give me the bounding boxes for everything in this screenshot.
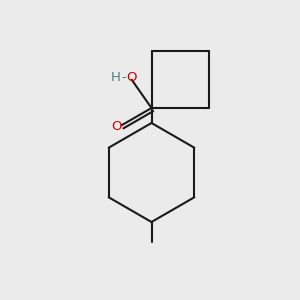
Text: O: O	[111, 120, 122, 133]
Text: O: O	[127, 71, 137, 84]
Text: -: -	[122, 71, 127, 84]
Text: H: H	[111, 71, 121, 84]
